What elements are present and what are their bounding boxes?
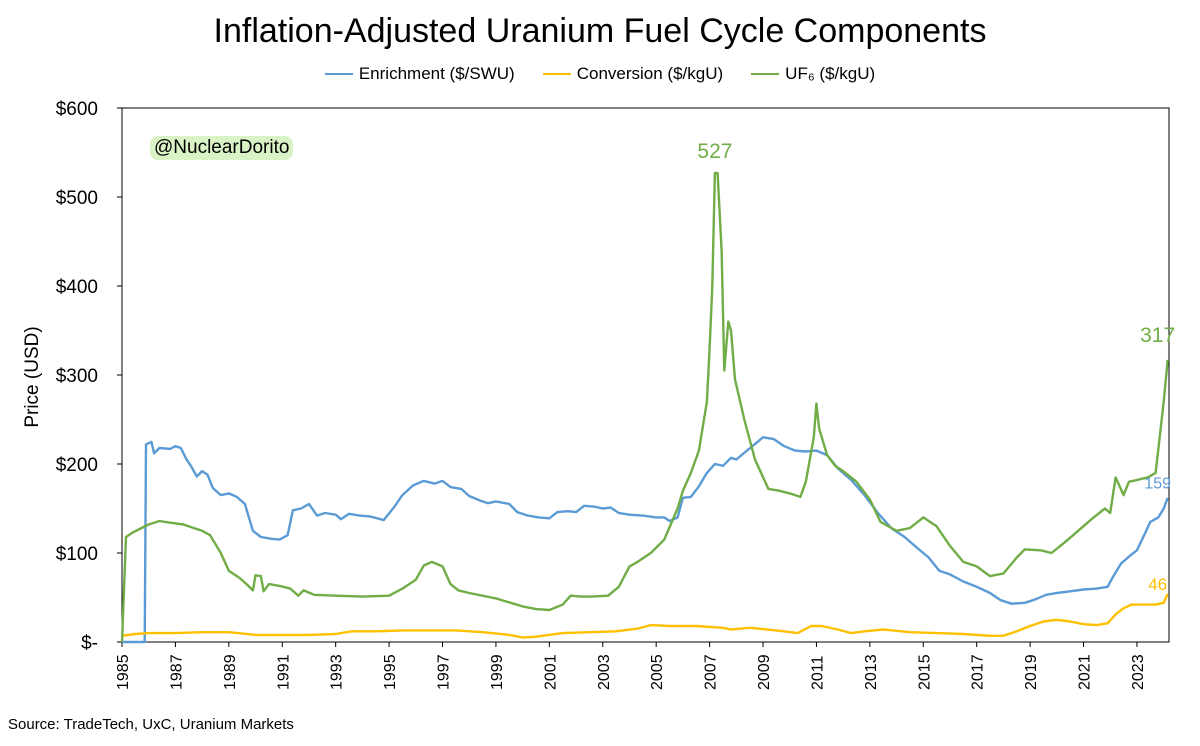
series-line-enrichment (122, 436, 1169, 644)
y-tick-label: $500 (56, 188, 98, 209)
x-tick-label: 2013 (863, 654, 880, 690)
legend: Enrichment ($/SWU) Conversion ($/kgU) UF… (0, 64, 1200, 84)
legend-swatch-uf6 (751, 73, 780, 75)
x-tick-label: 1999 (489, 654, 506, 690)
x-tick-label: 1985 (115, 654, 132, 690)
legend-label-uf6: UF₆ ($/kgU) (785, 64, 876, 83)
data-label: 159 (1144, 475, 1171, 492)
legend-swatch-enrichment (324, 73, 353, 75)
legend-item-enrichment[interactable]: Enrichment ($/SWU) (324, 64, 515, 84)
watermark-handle: @NuclearDorito (150, 136, 294, 160)
x-tick-label: 2001 (542, 654, 559, 690)
x-tick-label: 1993 (329, 654, 346, 690)
series-line-uf6 (120, 171, 1169, 643)
x-tick-label: 2019 (1023, 654, 1040, 690)
y-tick-label: $400 (56, 277, 98, 298)
series-line-conversion (121, 593, 1169, 639)
x-tick-label: 2015 (916, 654, 933, 690)
legend-label-enrichment: Enrichment ($/SWU) (358, 64, 515, 83)
y-tick-label: $- (81, 633, 98, 654)
y-tick-label: $600 (56, 99, 98, 120)
y-tick-label: $200 (56, 455, 98, 476)
x-tick-label: 1995 (382, 654, 399, 690)
legend-item-conversion[interactable]: Conversion ($/kgU) (542, 64, 724, 84)
x-tick-label: 1989 (222, 654, 239, 690)
x-tick-label: 2007 (703, 654, 720, 690)
x-tick-label: 2021 (1077, 654, 1094, 690)
y-tick-label: $100 (56, 544, 98, 565)
legend-item-uf6[interactable]: UF₆ ($/kgU) (751, 64, 875, 84)
x-tick-label: 2005 (649, 654, 666, 690)
x-tick-label: 1991 (275, 654, 292, 690)
chart-title: Inflation-Adjusted Uranium Fuel Cycle Co… (213, 12, 987, 50)
source-note: Source: TradeTech, UxC, Uranium Markets (8, 716, 294, 733)
legend-swatch-conversion (542, 73, 571, 75)
y-tick-label: $300 (56, 366, 98, 387)
data-label: 527 (697, 140, 732, 163)
x-tick-label: 2003 (596, 654, 613, 690)
x-tick-label: 1987 (168, 654, 185, 690)
x-tick-label: 2009 (756, 654, 773, 690)
x-tick-label: 2023 (1130, 654, 1147, 690)
x-tick-label: 2011 (809, 655, 826, 690)
data-label: 46 (1148, 575, 1167, 594)
x-tick-label: 1997 (436, 654, 453, 690)
legend-label-conversion: Conversion ($/kgU) (576, 64, 724, 83)
data-label: 317 (1140, 324, 1175, 347)
x-tick-label: 2017 (970, 654, 987, 690)
y-axis-label: Price (USD) (22, 326, 43, 427)
